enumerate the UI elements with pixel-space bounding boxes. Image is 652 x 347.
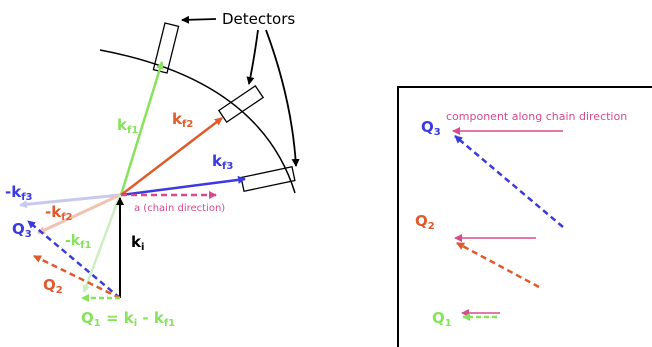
kf3-label: kf3 [212, 152, 233, 172]
right-q1-label: Q1 [432, 309, 452, 329]
detector-pointer-3 [265, 29, 300, 167]
detector-arc [99, 49, 296, 194]
component-label: component along chain direction [446, 110, 627, 123]
kf1-arrow [119, 61, 164, 196]
neg-kf1-label: -kf1 [65, 233, 91, 251]
neg-kf2-arrow [37, 193, 121, 235]
right-q3-arrow [454, 135, 564, 228]
right-q2-label: Q2 [415, 212, 435, 232]
q3-label: Q3 [12, 220, 32, 240]
ki-label: ki [131, 233, 144, 253]
neg-kf3-label: -kf3 [5, 183, 33, 203]
detector-2 [217, 84, 265, 124]
q2-label: Q2 [43, 276, 63, 296]
kf2-arrow [120, 117, 223, 196]
neg-kf3-arrow [19, 193, 121, 209]
detector-pointer-1 [181, 15, 217, 24]
neg-kf1-arrow [82, 194, 122, 293]
right-panel-frame [397, 86, 652, 347]
right-panel: component along chain direction Q3 Q2 Q1 [397, 86, 652, 347]
right-q2-arrow [456, 241, 540, 289]
detector-3 [240, 165, 296, 193]
neg-kf2-label: -kf2 [45, 203, 73, 223]
detector-pointer-2 [246, 29, 259, 85]
kf3-arrow [120, 175, 246, 197]
q1-equation: Q1 = ki - kf1 [81, 309, 175, 329]
q2-arrow [33, 254, 121, 300]
chain-direction-label: a (chain direction) [134, 203, 225, 214]
kf2-label: kf2 [172, 110, 193, 130]
right-q3-label: Q3 [421, 118, 441, 138]
left-diagram: Detectors kf1 kf2 kf3 a (chain direction… [5, 10, 300, 329]
kf1-label: kf1 [117, 116, 138, 136]
detectors-label: Detectors [222, 10, 295, 28]
